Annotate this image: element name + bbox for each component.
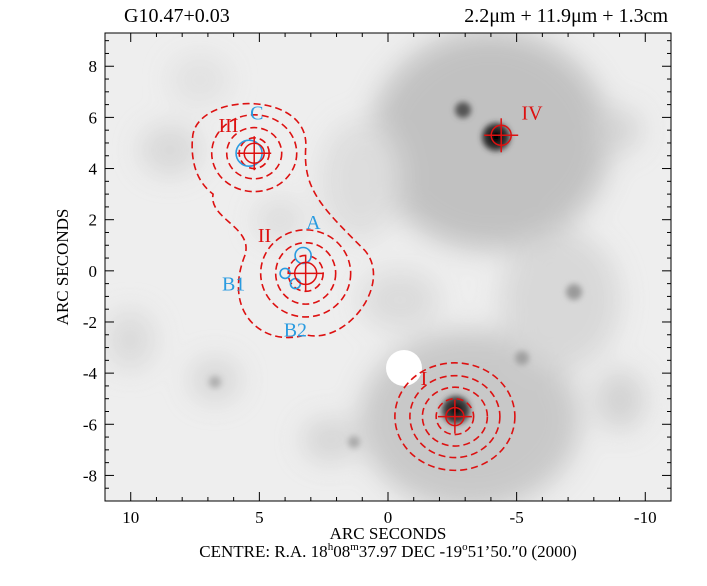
red-source-label: II [258, 225, 271, 247]
source-name: G10.47+0.03 [124, 5, 230, 27]
contour-ring [394, 362, 516, 472]
masked-region [386, 350, 422, 386]
y-axis-label: ARC SECONDS [53, 209, 72, 326]
y-tick-label: 2 [89, 211, 98, 230]
x-tick-label: 0 [384, 508, 393, 527]
source-overlays [191, 102, 519, 472]
y-tick-label: 8 [89, 57, 98, 76]
x-tick-label: -5 [510, 508, 524, 527]
contour-ring [259, 229, 352, 318]
red-source-label: I [421, 368, 428, 390]
axis-ticks: 10 5 0 -5 -10 -8 -6 -4 -2 0 2 4 6 8 [83, 33, 672, 527]
contour-ring [225, 126, 283, 180]
y-tick-label: 4 [89, 160, 98, 179]
image-plane [105, 33, 671, 501]
y-tick-label: 0 [89, 262, 98, 281]
red-source-label: IV [522, 102, 544, 124]
contour-ring [409, 374, 501, 459]
outer-contour [191, 102, 375, 339]
red-source-label: III [218, 115, 238, 137]
blue-source-label: A [306, 212, 321, 234]
contour-ring [210, 113, 298, 193]
blue-source-label: C [250, 102, 263, 124]
centre-coordinates: CENTRE: R.A. 18h08m37.97 DEC -19o51’50.″… [199, 541, 577, 561]
blue-source-circle [294, 246, 312, 265]
contour-ring [421, 386, 489, 447]
y-tick-label: -8 [83, 466, 97, 485]
y-tick-label: 6 [89, 108, 98, 127]
blue-source-label: B1 [222, 274, 245, 296]
x-tick-label: -10 [634, 508, 657, 527]
y-tick-label: -6 [83, 415, 97, 434]
band-list: 2.2μm + 11.9μm + 1.3cm [464, 5, 668, 27]
x-axis-label: ARC SECONDS [330, 524, 447, 543]
x-tick-label: 5 [255, 508, 264, 527]
y-tick-label: -2 [83, 313, 97, 332]
y-tick-label: -4 [83, 364, 98, 383]
blue-source-label: B2 [284, 320, 307, 342]
x-tick-label: 10 [122, 508, 139, 527]
contour-ring [274, 241, 337, 305]
contour-ring [435, 397, 475, 436]
